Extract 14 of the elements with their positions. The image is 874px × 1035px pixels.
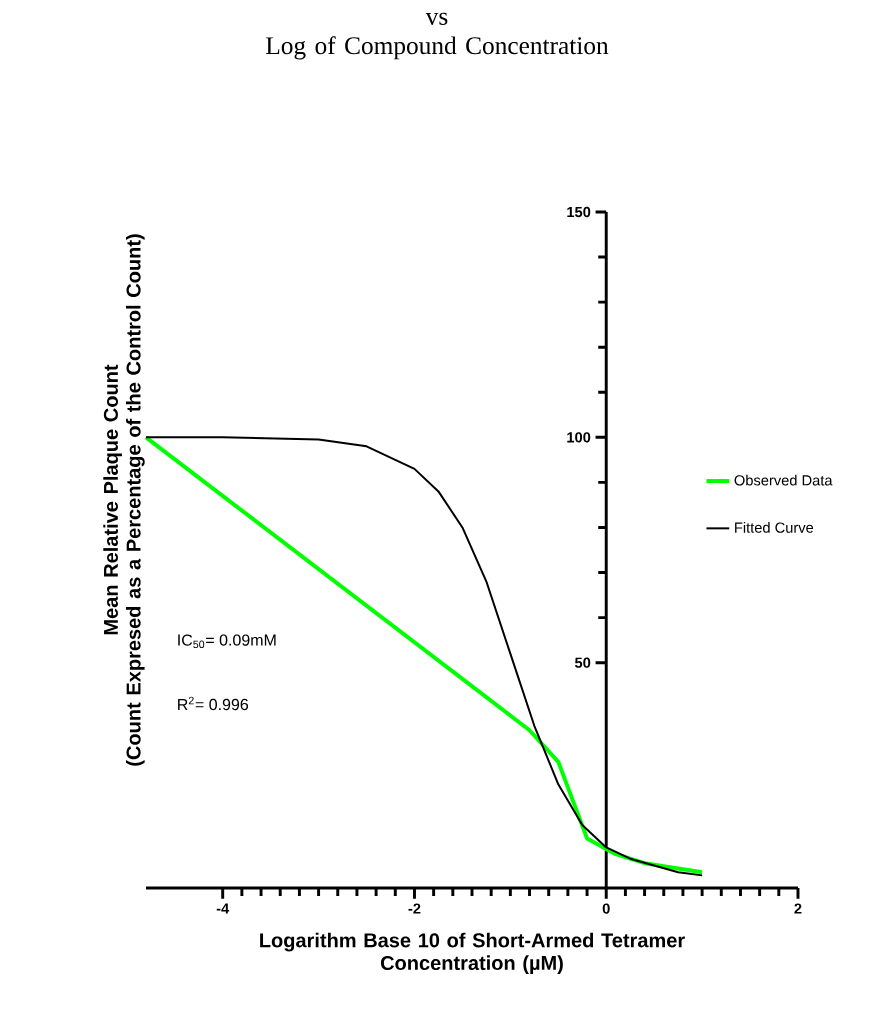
legend-label: Observed Data [734,474,833,486]
y-tick-label: 150 [567,206,591,218]
annotation: R$^{2}$= 0.996 [178,696,249,711]
annotation: IC$_{50}$= 0.09mM [178,634,276,649]
x-tick-label: 0 [602,903,610,914]
x-tick-label: -2 [408,903,421,914]
y-axis-title: Mean Relative Plaque Count (Count Expresed as a Percentage of the Control Count) [103,234,145,766]
y-tick-label: 50 [575,657,591,668]
chart-title: vs Log of Compound Concentration [266,12,609,60]
legend-label: Fitted Curve [735,522,814,533]
x-axis-title: Logarithm Base 10 of Short-Armed Tetramer Concentration (µM) [260,932,685,975]
x-tick-label: 2 [794,903,802,914]
x-tick-label: -4 [216,903,230,914]
y-tick-label: 100 [567,432,591,443]
